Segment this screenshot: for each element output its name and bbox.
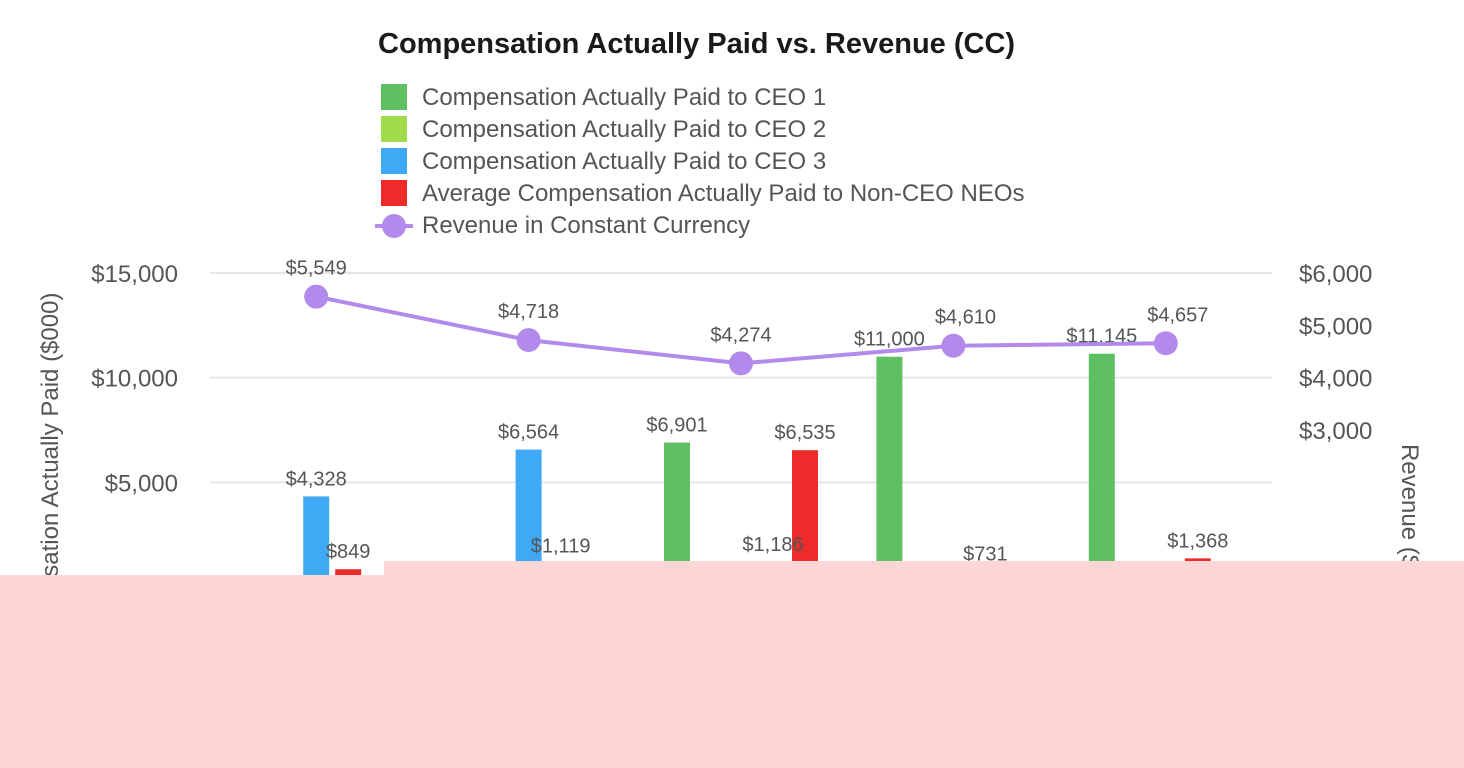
bar-value-label: $1,368: [1167, 530, 1228, 552]
revenue-value-label: $4,274: [710, 324, 771, 346]
legend-item-neo: Average Compensation Actually Paid to No…: [381, 180, 1025, 207]
legend-marker-revenue: [382, 214, 406, 238]
revenue-value-label: $4,657: [1147, 304, 1208, 326]
bar-value-label: $11,000: [854, 329, 925, 351]
revenue-point: [729, 351, 753, 376]
legend-swatch-neo: [381, 180, 407, 206]
left-axis-ticks: $15,000 $10,000 $5,000: [91, 261, 178, 497]
legend-item-ceo3: Compensation Actually Paid to CEO 3: [381, 148, 826, 175]
revenue-point: [304, 284, 329, 309]
legend-swatch-ceo3: [381, 148, 407, 174]
bar-value-label: $1,186: [742, 534, 803, 556]
bar-value-label: $4,328: [286, 468, 347, 490]
bar: [303, 496, 330, 587]
bar: [876, 356, 903, 587]
bar: [1088, 353, 1115, 587]
bar-value-label: $1,119: [531, 536, 591, 558]
legend: Compensation Actually Paid to CEO 1 Comp…: [375, 84, 1025, 239]
revenue-point: [1153, 331, 1178, 356]
bar-value-label: $6,535: [774, 422, 835, 444]
chart-title: Compensation Actually Paid vs. Revenue (…: [378, 28, 1015, 60]
bar-value-label: $6,564: [498, 422, 559, 444]
revenue-line: $5,549 $4,718 $4,274 $4,610 $4,657: [286, 258, 1208, 376]
revenue-value-label: $5,549: [286, 258, 347, 280]
legend-item-ceo1: Compensation Actually Paid to CEO 1: [381, 84, 826, 111]
legend-label-ceo2: Compensation Actually Paid to CEO 2: [422, 116, 826, 143]
left-tick-label: $5,000: [105, 470, 178, 497]
right-tick-label: $6,000: [1299, 261, 1372, 288]
revenue-point: [941, 333, 966, 358]
right-tick-label: $5,000: [1299, 313, 1372, 340]
legend-item-revenue: Revenue in Constant Currency: [375, 212, 750, 239]
revenue-point: [516, 328, 541, 353]
legend-label-neo: Average Compensation Actually Paid to No…: [422, 180, 1025, 207]
bar-value-label: $6,901: [646, 415, 707, 437]
legend-label-ceo1: Compensation Actually Paid to CEO 1: [422, 84, 826, 111]
right-tick-label: $3,000: [1299, 418, 1372, 445]
legend-swatch-ceo2: [381, 116, 407, 142]
bar-value-label: $849: [326, 541, 371, 563]
revenue-value-label: $4,718: [498, 301, 559, 323]
overlay-block-top: [384, 561, 1464, 575]
legend-label-revenue: Revenue in Constant Currency: [422, 212, 750, 239]
legend-swatch-ceo1: [381, 84, 407, 110]
left-tick-label: $15,000: [91, 261, 178, 288]
right-axis-ticks: $6,000 $5,000 $4,000 $3,000: [1299, 261, 1372, 445]
revenue-value-label: $4,610: [935, 307, 996, 329]
legend-item-ceo2: Compensation Actually Paid to CEO 2: [381, 116, 826, 143]
bar-value-label: $731: [963, 544, 1008, 566]
legend-label-ceo3: Compensation Actually Paid to CEO 3: [422, 148, 826, 175]
right-tick-label: $4,000: [1299, 366, 1372, 393]
left-tick-label: $10,000: [91, 366, 178, 393]
overlay-block: [0, 575, 1464, 768]
